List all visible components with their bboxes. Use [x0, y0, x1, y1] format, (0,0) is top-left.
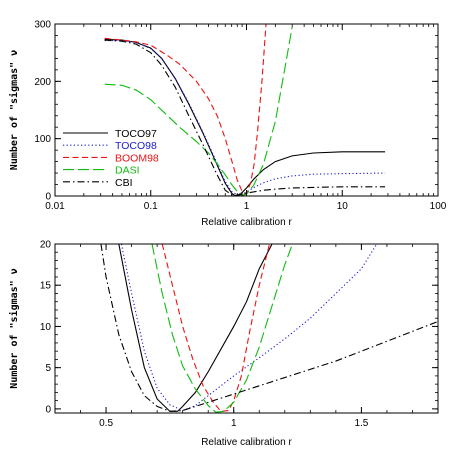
series-line-dasi: [104, 26, 293, 196]
series-line-boom98: [104, 24, 267, 195]
x-tick-label: 0.01: [45, 201, 65, 212]
series-line-toco98: [120, 244, 378, 412]
x-tick-label: 10: [337, 201, 349, 212]
y-axis-label: Number of "sigmas" ν: [8, 50, 20, 170]
series-line-boom98: [161, 244, 271, 412]
y-tick-label: 0: [45, 404, 51, 415]
legend-label-boom98: BOOM98: [115, 152, 159, 164]
legend-label-toco98: TOCO98: [115, 140, 157, 152]
y-tick-label: 300: [34, 20, 51, 31]
y-axis-label: Number of "sigmas" ν: [8, 268, 20, 388]
top-chart: 0.01 0.1 1 10 100 0 100 200 300 Relative calibrat…: [8, 20, 447, 229]
bottom-chart: 0.5 1 1.5 0 5 10 15 20 Relative calibration r Num…: [8, 240, 439, 448]
x-tick-label: 0.5: [99, 418, 113, 429]
y-tick-label: 10: [40, 322, 52, 333]
legend-label-toco97: TOCO97: [115, 128, 157, 140]
y-tick-label: 200: [34, 77, 51, 88]
x-axis-label: Relative calibration r: [201, 437, 292, 448]
y-tick-label: 0: [45, 192, 51, 203]
legend-label-dasi: DASI: [115, 165, 140, 177]
plot-frame: [54, 243, 439, 414]
y-tick-label: 5: [45, 363, 51, 374]
legend-label-cbi: CBI: [115, 177, 133, 189]
series-line-cbi: [104, 39, 386, 196]
y-tick-label: 15: [40, 281, 52, 292]
y-tick-label: 100: [34, 134, 51, 145]
series-line-toco97: [104, 38, 386, 196]
x-tick-label: 1.5: [354, 418, 368, 429]
y-tick-label: 20: [40, 240, 52, 251]
x-tick-label: 1: [244, 201, 250, 212]
x-tick-label: 0.1: [144, 201, 158, 212]
x-tick-label: 100: [430, 201, 447, 212]
plot-frame: [54, 23, 439, 197]
series-line-toco97: [118, 244, 273, 412]
series-line-toco98: [104, 40, 386, 196]
series-line-dasi: [151, 244, 293, 413]
x-tick-label: 1: [231, 418, 237, 429]
series-line-cbi: [100, 244, 438, 412]
x-axis-label: Relative calibration r: [201, 217, 292, 228]
